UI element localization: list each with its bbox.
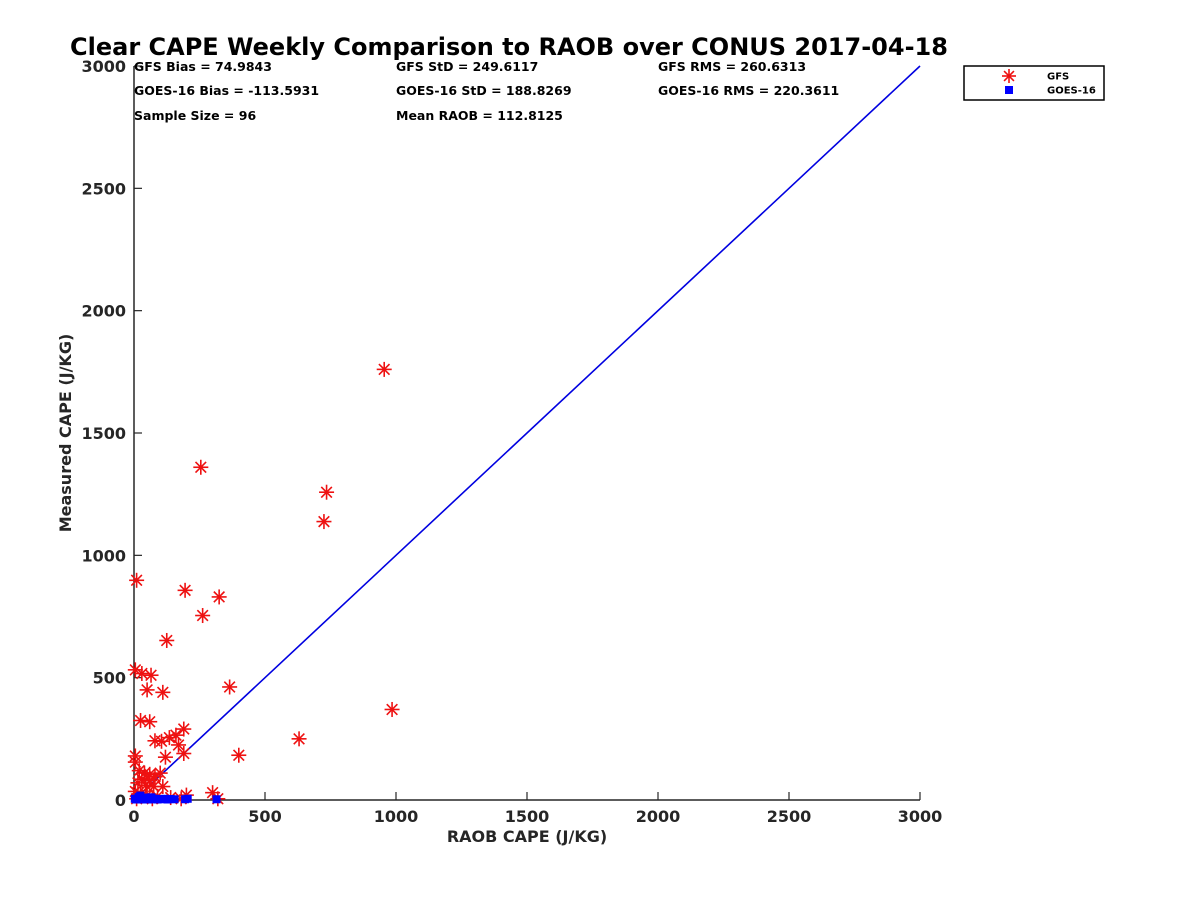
gfs-point xyxy=(176,746,192,762)
data-points-layer xyxy=(127,361,400,807)
reference-line-layer xyxy=(133,65,921,801)
y-tick-label: 1500 xyxy=(81,424,126,443)
gfs-point xyxy=(155,684,171,700)
gfs-point xyxy=(134,666,150,682)
gfs-point xyxy=(376,361,392,377)
goes16-point xyxy=(136,791,145,800)
gfs-point xyxy=(176,721,192,737)
y-tick-label: 2000 xyxy=(81,302,126,321)
legend-goes16-marker xyxy=(1005,86,1013,94)
x-tick-label: 2000 xyxy=(636,807,681,826)
x-tick-label: 500 xyxy=(248,807,281,826)
gfs-point xyxy=(154,733,170,749)
gfs-point xyxy=(139,682,155,698)
goes16-point xyxy=(212,795,221,804)
gfs-point xyxy=(193,459,209,475)
y-tick-label: 3000 xyxy=(81,57,126,76)
legend: GFS GOES-16 xyxy=(963,65,1105,101)
stat-item: Mean RAOB = 112.8125 xyxy=(396,108,563,123)
gfs-point xyxy=(211,589,227,605)
stat-item: GOES-16 RMS = 220.3611 xyxy=(658,83,839,98)
goes16-point xyxy=(170,795,179,804)
gfs-point xyxy=(384,701,400,717)
gfs-point xyxy=(195,608,211,624)
x-tick-label: 2500 xyxy=(767,807,812,826)
legend-label: GFS xyxy=(1047,72,1069,83)
gfs-point xyxy=(168,727,184,743)
stat-item: Sample Size = 96 xyxy=(134,108,256,123)
y-tick-label: 2500 xyxy=(81,179,126,198)
legend-box xyxy=(963,65,1105,101)
goes16-point xyxy=(147,793,156,802)
x-tick-label: 0 xyxy=(128,807,139,826)
stat-item: GOES-16 Bias = -113.5931 xyxy=(134,83,319,98)
gfs-point xyxy=(142,772,158,788)
gfs-point xyxy=(159,632,175,648)
gfs-point xyxy=(319,484,335,500)
axes: 0 500 1000 1500 2000 2500 3000 0 500 1000 1500 2000… xyxy=(81,57,942,826)
statistics-text: GFS Bias = 74.9843 GFS StD = 249.6117 GFS … xyxy=(134,59,839,123)
x-tick-label: 3000 xyxy=(898,807,943,826)
stat-item: GFS RMS = 260.6313 xyxy=(658,59,806,74)
x-tick-label: 1000 xyxy=(374,807,419,826)
gfs-point xyxy=(222,679,238,695)
gfs-point xyxy=(129,572,145,588)
goes16-point xyxy=(141,793,150,802)
gfs-point xyxy=(177,582,193,598)
gfs-point xyxy=(152,765,168,781)
gfs-point xyxy=(143,667,159,683)
y-axis-label: Measured CAPE (J/KG) xyxy=(56,334,75,533)
gfs-point xyxy=(142,714,158,730)
gfs-point xyxy=(231,747,247,763)
gfs-point xyxy=(157,749,173,765)
legend-gfs-marker xyxy=(1002,69,1016,83)
stat-item: GFS Bias = 74.9843 xyxy=(134,59,272,74)
legend-label: GOES-16 xyxy=(1047,86,1096,97)
one-to-one-line xyxy=(133,65,921,801)
y-tick-label: 0 xyxy=(115,791,126,810)
gfs-point xyxy=(291,731,307,747)
y-tick-label: 1000 xyxy=(81,546,126,565)
x-tick-label: 1500 xyxy=(505,807,550,826)
x-axis-label: RAOB CAPE (J/KG) xyxy=(447,827,607,846)
stat-item: GFS StD = 249.6117 xyxy=(396,59,538,74)
gfs-point xyxy=(316,514,332,530)
gfs-point xyxy=(171,737,187,753)
stat-item: GOES-16 StD = 188.8269 xyxy=(396,83,572,98)
goes16-point xyxy=(183,794,192,803)
chart-title: Clear CAPE Weekly Comparison to RAOB ove… xyxy=(70,33,948,61)
y-tick-label: 500 xyxy=(93,669,126,688)
